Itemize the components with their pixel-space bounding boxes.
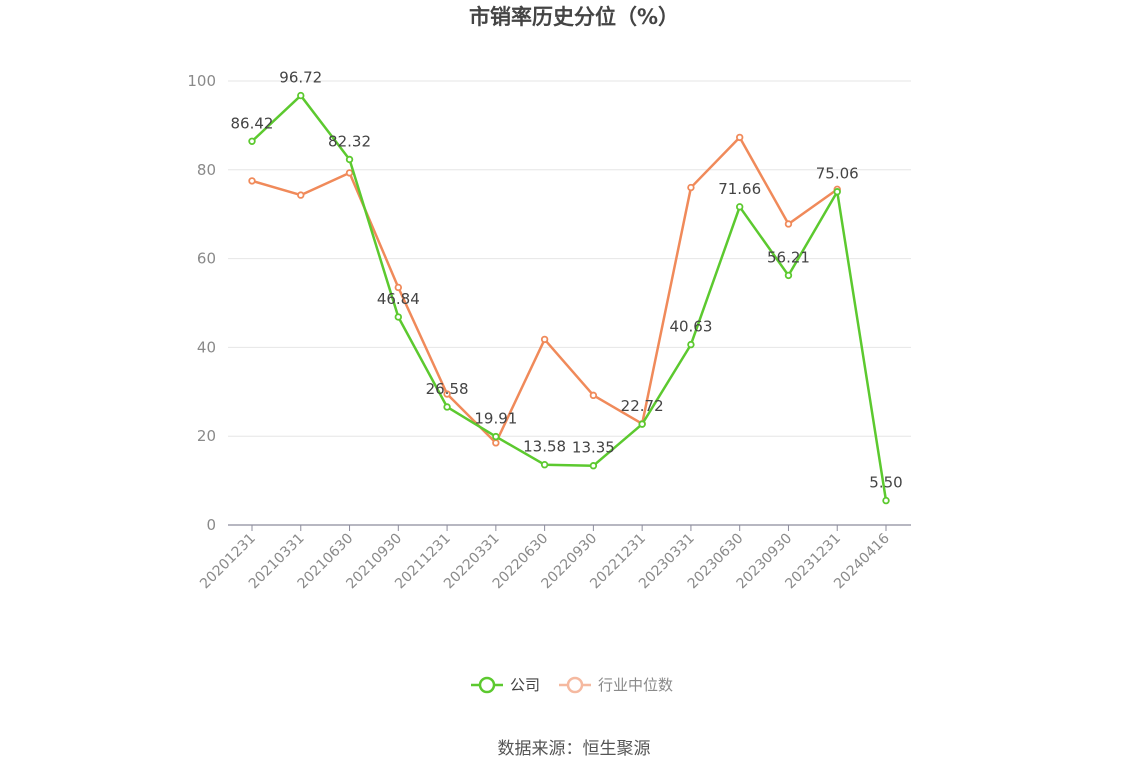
data-point bbox=[297, 91, 305, 100]
data-labels: 86.42 96.72 82.32 46.84 26.58 19.91 13.58 13.35… bbox=[231, 69, 903, 492]
data-label: 86.42 bbox=[231, 114, 274, 132]
legend: 公司 行业中位数 bbox=[471, 676, 673, 694]
data-label: 46.84 bbox=[377, 290, 420, 308]
grid bbox=[228, 80, 911, 437]
y-tick-label: 60 bbox=[197, 250, 216, 268]
data-point bbox=[394, 313, 403, 321]
chart-title: 市销率历史分位（%） bbox=[469, 5, 679, 29]
legend-marker-1 bbox=[566, 676, 584, 694]
data-point bbox=[540, 461, 549, 469]
series bbox=[248, 91, 890, 505]
data-label: 13.58 bbox=[523, 438, 566, 456]
data-point bbox=[248, 177, 256, 185]
y-tick-label: 100 bbox=[187, 72, 216, 90]
data-label: 71.66 bbox=[718, 180, 761, 198]
data-label: 96.72 bbox=[279, 69, 322, 87]
data-point bbox=[882, 496, 890, 505]
source-label: 数据来源：恒生聚源 bbox=[498, 739, 651, 759]
y-tick-label: 20 bbox=[197, 427, 216, 445]
data-point bbox=[492, 432, 500, 441]
data-label: 13.35 bbox=[572, 439, 615, 457]
data-label: 26.58 bbox=[426, 380, 469, 398]
data-point bbox=[443, 390, 451, 398]
data-label: 82.32 bbox=[328, 132, 371, 150]
data-point bbox=[735, 133, 744, 142]
legend-label-1[interactable]: 行业中位数 bbox=[598, 676, 673, 694]
y-tick-label: 40 bbox=[197, 338, 216, 356]
data-point bbox=[394, 283, 403, 292]
data-label: 40.63 bbox=[669, 318, 712, 336]
axes: 0204060801002020123120210331202106302021… bbox=[187, 72, 911, 592]
legend-marker-0 bbox=[478, 676, 496, 694]
data-point bbox=[443, 403, 451, 411]
data-point bbox=[784, 271, 793, 280]
series-line-0 bbox=[251, 94, 888, 501]
data-point bbox=[540, 335, 549, 344]
data-point bbox=[735, 203, 744, 211]
y-tick-label: 0 bbox=[206, 516, 216, 534]
y-tick-label: 80 bbox=[197, 161, 216, 179]
data-point bbox=[687, 340, 695, 349]
data-point bbox=[248, 137, 256, 145]
legend-label-0[interactable]: 公司 bbox=[510, 676, 540, 694]
data-point bbox=[345, 169, 354, 177]
data-point bbox=[833, 188, 841, 196]
data-label: 56.21 bbox=[767, 248, 810, 266]
data-point bbox=[589, 462, 598, 470]
data-point bbox=[297, 191, 305, 199]
data-point bbox=[345, 155, 354, 164]
data-label: 19.91 bbox=[474, 410, 517, 428]
data-label: 22.72 bbox=[621, 397, 664, 415]
data-label: 75.06 bbox=[816, 165, 859, 183]
data-point bbox=[784, 220, 793, 228]
data-point bbox=[638, 420, 646, 428]
data-point bbox=[492, 439, 500, 447]
data-label: 5.50 bbox=[869, 474, 902, 492]
data-point bbox=[687, 183, 695, 192]
data-point bbox=[589, 391, 598, 400]
